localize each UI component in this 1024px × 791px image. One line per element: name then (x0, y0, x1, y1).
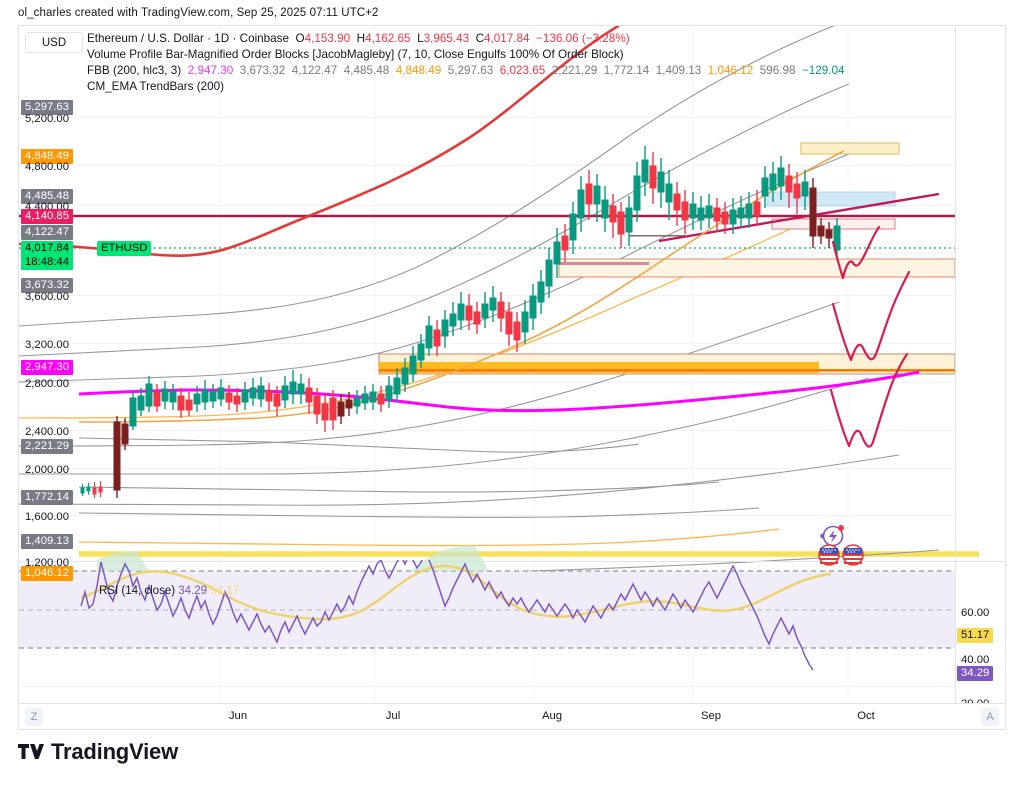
price-axis-label-14: 2,800.00 (25, 378, 69, 390)
fbb-bands (19, 26, 900, 506)
price-axis-label-19: 1,600.00 (25, 511, 69, 523)
price-plot[interactable] (19, 26, 1006, 730)
legend-h-value: 4,162.65 (365, 32, 411, 45)
legend-symbol-row[interactable]: Ethereum / U.S. Dollar · 1D · Coinbase O… (87, 31, 851, 47)
legend-fbb-value-9: 1,409.13 (655, 64, 702, 77)
legend-o-value: 4,153.90 (304, 32, 351, 45)
rsi-pane[interactable] (19, 545, 1006, 671)
price-axis-label-4[interactable]: 4,485.48 (21, 189, 73, 204)
price-axis-label-22[interactable]: 1,046.12 (21, 566, 73, 581)
legend-fbb-value-1: 3,673.32 (239, 64, 286, 77)
time-axis-label-aug: Aug (541, 710, 563, 722)
price-axis-label-9[interactable]: 18:48:44 (21, 255, 73, 270)
time-axis-label-oct: Oct (857, 710, 875, 722)
price-axis-label-1: 5,200.00 (25, 113, 69, 125)
tradingview-footer-logo: TradingView (18, 739, 178, 765)
trendline-crimson (658, 192, 940, 243)
rsi-legend-ma-value: 54.17 (210, 585, 240, 597)
legend-fbb-value-4: 4,848.49 (395, 64, 442, 77)
legend-fbb-value-8: 1,772.14 (603, 64, 650, 77)
price-axis-label-2[interactable]: 4,848.49 (21, 149, 73, 164)
price-axis-label-3: 4,800.00 (25, 161, 69, 173)
legend-symbol-title: Ethereum / U.S. Dollar · 1D · Coinbase (87, 32, 290, 45)
chart-frame[interactable]: USD Ethereum / U.S. Dollar · 1D · Coinba… (18, 25, 1006, 730)
candlestick-series[interactable] (80, 146, 841, 498)
rsi-axis-label-2: 40.00 (961, 654, 990, 666)
price-gridlines (19, 117, 955, 562)
rsi-axis-label-3[interactable]: 34.29 (957, 666, 994, 681)
legend-fbb-value-7: 2,221.29 (551, 64, 598, 77)
price-axis-label-8[interactable]: 4,017.84 (21, 241, 73, 256)
rsi-axis-label-0: 60.00 (961, 607, 990, 619)
legend-c-key: C (475, 32, 485, 45)
rsi-legend[interactable]: RSI (14, close) 34.29 54.17 (99, 585, 239, 597)
price-axis-label-6[interactable]: 4,140.85 (21, 209, 73, 224)
fbb-orange-low (78, 528, 780, 547)
forecast-drawings[interactable] (829, 225, 911, 448)
symbol-price-tag: ETHUSD (97, 241, 152, 256)
price-axis-label-20[interactable]: 1,409.13 (21, 534, 73, 549)
legend-fbb-value-2: 4,122.47 (291, 64, 338, 77)
ma-orange (78, 150, 845, 423)
legend-fbb-value-12: −129.04 (801, 64, 845, 77)
tradingview-brand-text: TradingView (51, 739, 178, 764)
price-axis-label-16[interactable]: 2,221.29 (21, 439, 73, 454)
time-axis-label-jun: Jun (228, 710, 248, 722)
legend-change: −136.06 (−3.28%) (536, 32, 630, 45)
legend-fbb-values: 2,947.30 3,673.32 4,122.47 4,485.48 4,84… (188, 64, 851, 77)
price-levels (19, 214, 955, 249)
price-axis-label-13[interactable]: 2,947.30 (21, 360, 73, 375)
legend-fbb-value-11: 596.98 (759, 64, 796, 77)
price-axis-labels[interactable]: 5,297.63 5,200.00 4,848.49 4,800.00 4,485.48… (19, 26, 97, 729)
price-axis-label-18[interactable]: 1,772.14 (21, 490, 73, 505)
legend-o-key: O (295, 32, 305, 45)
tradingview-logo-icon (18, 744, 44, 759)
rsi-moving-average (80, 564, 832, 621)
price-axis-label-17: 2,000.00 (25, 464, 69, 476)
legend-c-value: 4,017.84 (484, 32, 530, 45)
us-economic-event-icon-1[interactable] (816, 544, 842, 566)
price-axis-label-0[interactable]: 5,297.63 (21, 100, 73, 115)
timezone-corner-right[interactable]: A (981, 708, 999, 726)
price-axis-label-11: 3,600.00 (25, 291, 69, 303)
rsi-line (80, 560, 814, 671)
legend-fbb-value-3: 4,485.48 (343, 64, 390, 77)
chart-legend: Ethereum / U.S. Dollar · 1D · Coinbase O… (87, 31, 851, 95)
legend-h-key: H (356, 32, 366, 45)
rsi-legend-name: RSI (14, close) (99, 585, 176, 597)
legend-fbb-value-0: 2,947.30 (187, 64, 234, 77)
legend-l-value: 3,965.43 (423, 32, 470, 45)
rsi-axis-label-1[interactable]: 51.17 (957, 628, 994, 643)
price-axis-label-10[interactable]: 3,673.32 (21, 278, 73, 293)
price-axis-label-7[interactable]: 4,122.47 (21, 225, 73, 240)
time-axis-label-jul: Jul (385, 710, 401, 722)
rsi-legend-value: 34.29 (178, 585, 208, 597)
time-axis-label-sep: Sep (700, 710, 722, 722)
order-block-zones (378, 142, 956, 375)
legend-fbb-row[interactable]: FBB (200, hlc3, 3) 2,947.30 3,673.32 4,1… (87, 63, 851, 79)
legend-indicator-row[interactable]: Volume Profile Bar-Magnified Order Block… (87, 48, 624, 61)
us-economic-event-icon-2[interactable] (840, 544, 866, 566)
legend-fbb-value-10: 1,046.12 (707, 64, 754, 77)
legend-fbb-value-6: 6,023.65 (499, 64, 546, 77)
price-axis-label-12: 3,200.00 (25, 339, 69, 351)
legend-fbb-value-5: 5,297.63 (447, 64, 494, 77)
fbb-lower-bands (78, 437, 760, 518)
time-axis[interactable]: Z Jun Jul Aug Sep Oct A (19, 703, 1005, 729)
currency-badge[interactable]: USD (25, 32, 83, 53)
legend-l-key: L (417, 32, 424, 45)
timezone-corner-left[interactable]: Z (25, 708, 43, 726)
price-axis-label-15: 2,400.00 (25, 426, 69, 438)
legend-ema-row[interactable]: CM_EMA TrendBars (200) (87, 80, 225, 93)
legend-fbb-name: FBB (200, hlc3, 3) (87, 64, 182, 77)
attribution-text: ol_charles created with TradingView.com,… (18, 7, 379, 19)
